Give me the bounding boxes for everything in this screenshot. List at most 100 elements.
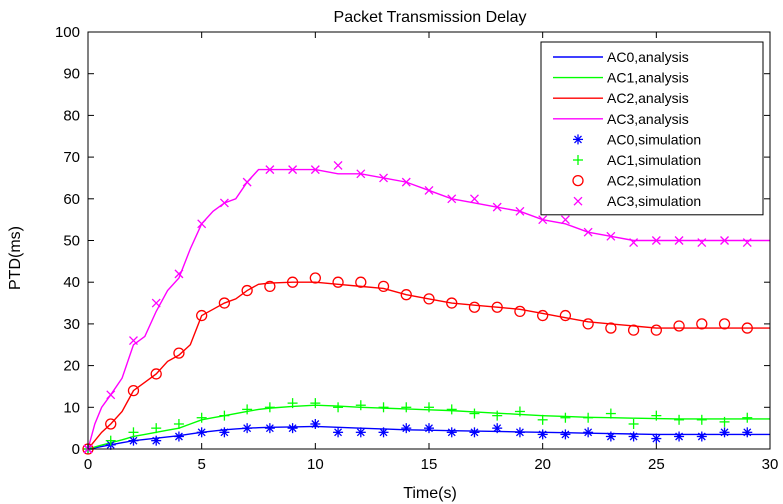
legend-entry: AC1,simulation	[573, 152, 701, 168]
legend-label: AC1,analysis	[607, 70, 689, 86]
data-point	[377, 280, 390, 293]
data-point	[333, 160, 343, 170]
data-point	[219, 410, 230, 421]
data-point	[150, 368, 162, 380]
data-point	[719, 427, 730, 438]
data-point	[514, 406, 525, 417]
data-point	[515, 206, 525, 216]
data-point	[583, 412, 594, 423]
data-point	[446, 427, 457, 438]
data-point	[537, 309, 549, 322]
data-point	[333, 402, 344, 413]
y-tick-label: 0	[72, 441, 80, 458]
data-point	[378, 427, 389, 438]
y-tick-label: 10	[63, 399, 80, 416]
data-point	[583, 227, 593, 237]
legend-entry: AC3,analysis	[553, 111, 689, 127]
data-point	[719, 416, 730, 427]
y-tick-label: 70	[63, 149, 80, 166]
legend-swatch	[573, 155, 583, 165]
y-tick-label: 60	[63, 191, 80, 208]
data-point	[310, 165, 320, 175]
data-point	[424, 423, 434, 434]
x-tick-label: 20	[534, 456, 551, 473]
series-markers-ac2-simulation	[82, 272, 753, 455]
data-point	[741, 322, 753, 334]
data-point	[470, 194, 479, 204]
legend-label: AC2,simulation	[607, 173, 701, 189]
x-tick-label: 25	[648, 456, 665, 473]
data-point	[492, 410, 503, 421]
data-point	[288, 165, 298, 175]
legend-label: AC0,simulation	[607, 131, 701, 147]
legend: AC0,analysis AC1,analysis AC2,analysis AC3,…	[540, 41, 764, 216]
legend-label: AC3,simulation	[607, 193, 701, 209]
data-point	[651, 236, 661, 245]
data-point	[129, 336, 138, 346]
data-point	[310, 398, 321, 409]
series-markers-ac3-simulation	[83, 160, 752, 454]
data-point	[492, 423, 503, 434]
y-axis-ticks: 0 10 20 30 40 50 60 70 80 90 100	[55, 24, 770, 458]
data-point	[696, 414, 707, 425]
legend-entry: AC0,analysis	[553, 49, 689, 65]
data-point	[355, 276, 367, 288]
data-point	[105, 435, 116, 446]
data-point	[674, 431, 685, 442]
data-point	[650, 324, 662, 336]
data-point	[606, 231, 616, 241]
data-point	[583, 427, 594, 438]
data-point	[310, 418, 321, 429]
data-point	[151, 423, 162, 434]
data-point	[605, 408, 616, 419]
y-axis-label: PTD(ms)	[7, 226, 24, 290]
data-point	[582, 318, 594, 330]
chart-title: Packet Transmission Delay	[334, 9, 527, 26]
x-tick-label: 0	[84, 456, 92, 473]
data-point	[559, 309, 572, 322]
data-point	[628, 418, 639, 429]
data-point	[537, 429, 548, 440]
data-point	[379, 173, 388, 183]
data-point	[264, 423, 275, 434]
data-point	[286, 276, 299, 288]
y-tick-label: 50	[63, 233, 80, 250]
data-point	[605, 431, 616, 442]
data-point	[697, 238, 707, 248]
data-point	[674, 414, 685, 425]
data-point	[332, 276, 344, 288]
data-point	[196, 309, 208, 322]
data-point	[105, 418, 117, 430]
data-point	[720, 236, 729, 245]
data-point	[628, 431, 639, 442]
legend-label: AC1,simulation	[607, 152, 701, 168]
data-point	[127, 384, 140, 397]
x-tick-label: 5	[197, 456, 205, 473]
data-point	[128, 427, 139, 438]
data-point	[151, 298, 161, 308]
series-line-ac3-analysis	[87, 168, 770, 450]
data-point	[400, 289, 412, 301]
series-layer	[82, 160, 770, 455]
legend-entry: AC2,analysis	[553, 90, 689, 106]
data-point	[423, 293, 435, 305]
legend-entry: AC0,simulation	[573, 131, 701, 147]
data-point	[469, 408, 480, 419]
data-point	[355, 427, 366, 438]
y-tick-label: 80	[63, 107, 80, 124]
y-tick-label: 100	[55, 24, 80, 41]
legend-label: AC3,analysis	[607, 111, 689, 127]
series-markers-ac1-simulation	[83, 398, 753, 454]
data-point	[401, 177, 411, 187]
data-point	[196, 427, 207, 438]
data-point	[742, 427, 753, 438]
data-point	[241, 284, 253, 297]
x-tick-label: 10	[307, 456, 324, 473]
data-point	[287, 398, 298, 409]
data-point	[264, 280, 276, 293]
legend-box	[540, 41, 764, 216]
data-point	[696, 431, 707, 442]
data-point	[651, 410, 662, 421]
legend-label: AC0,analysis	[607, 49, 689, 65]
